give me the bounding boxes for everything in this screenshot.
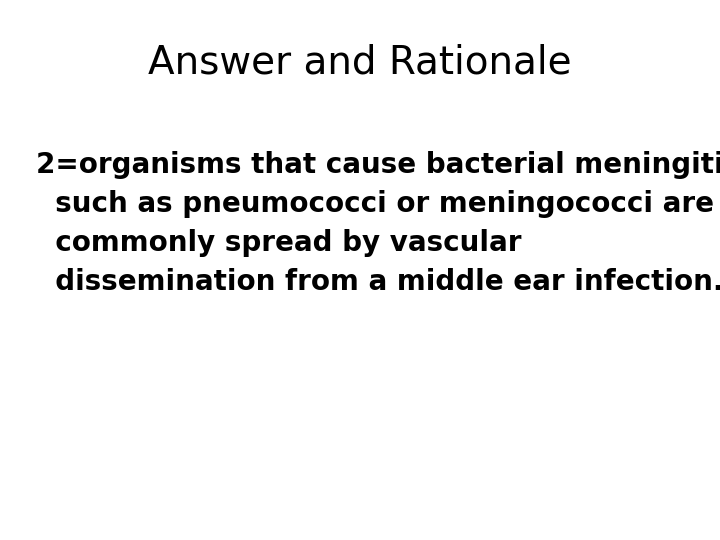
Text: Answer and Rationale: Answer and Rationale [148, 43, 572, 81]
Text: 2=organisms that cause bacterial meningitis
  such as pneumococci or meningococc: 2=organisms that cause bacterial meningi… [36, 151, 720, 296]
